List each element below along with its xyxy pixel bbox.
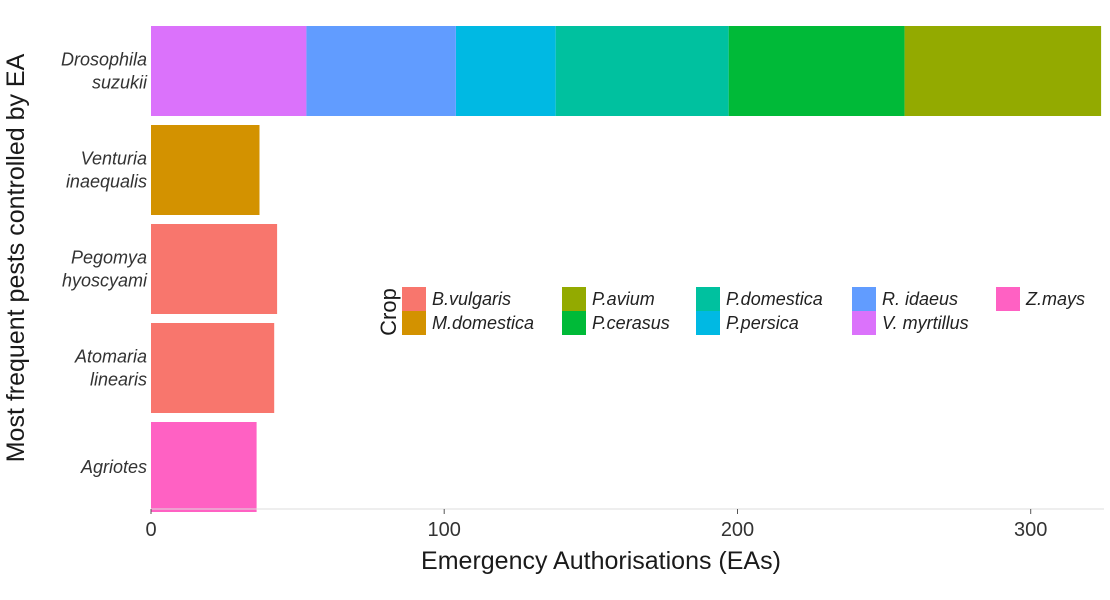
bar-segment-r-idaeus-row-0 <box>306 26 456 116</box>
legend-swatch-p-avium <box>562 287 586 311</box>
legend-label: P.cerasus <box>592 313 670 333</box>
legend-swatch-p-persica <box>696 311 720 335</box>
legend-label: P.avium <box>592 289 655 309</box>
bar-segment-b-vulgaris-row-2 <box>151 224 278 314</box>
x-tick-label: 200 <box>721 519 754 541</box>
legend-label: B.vulgaris <box>432 289 511 309</box>
x-axis-title: Emergency Authorisations (EAs) <box>421 547 781 575</box>
legend-label: V. myrtillus <box>882 313 969 333</box>
x-axis: 0 100 200 300 <box>145 508 1104 541</box>
bar-segment-p-domestica-row-0 <box>555 26 729 116</box>
legend-label: R. idaeus <box>882 289 958 309</box>
y-tick-label: Drosophila <box>61 50 147 70</box>
bar-segment-p-cerasus-row-0 <box>728 26 905 116</box>
bars-layer <box>151 26 1102 512</box>
x-tick-label: 0 <box>145 519 156 541</box>
legend-swatch-m-domestica <box>402 311 426 335</box>
legend-swatch-v-myrtillus <box>852 311 876 335</box>
legend: Crop B.vulgaris M.domestica P.avium P.ceras… <box>376 287 1085 336</box>
bar-segment-p-persica-row-0 <box>456 26 556 116</box>
y-tick-label: Pegomya <box>71 248 147 268</box>
y-tick-label: linearis <box>90 370 147 390</box>
legend-label: Z.mays <box>1025 289 1085 309</box>
bar-segment-z-mays-row-4 <box>151 422 257 512</box>
legend-swatch-z-mays <box>996 287 1020 311</box>
legend-label: P.domestica <box>726 289 823 309</box>
legend-label: P.persica <box>726 313 799 333</box>
legend-swatch-p-cerasus <box>562 311 586 335</box>
legend-swatch-p-domestica <box>696 287 720 311</box>
bar-segment-b-vulgaris-row-3 <box>151 323 275 413</box>
legend-title: Crop <box>376 288 401 336</box>
x-tick-label: 100 <box>428 519 461 541</box>
bar-segment-v-myrtillus-row-0 <box>151 26 307 116</box>
y-tick-label: Agriotes <box>80 457 147 477</box>
y-tick-label: Venturia <box>81 149 147 169</box>
y-tick-label: Atomaria <box>74 347 147 367</box>
y-tick-label: inaequalis <box>66 172 147 192</box>
legend-swatch-b-vulgaris <box>402 287 426 311</box>
bar-segment-m-domestica-row-1 <box>151 125 260 215</box>
bar-segment-p-avium-row-0 <box>904 26 1102 116</box>
y-tick-label: hyoscyami <box>62 271 148 291</box>
x-tick-label: 300 <box>1014 519 1047 541</box>
legend-label: M.domestica <box>432 313 534 333</box>
y-tick-label: suzukii <box>92 73 148 93</box>
y-category-labels: Drosophila suzukii Venturia inaequalis Pegom… <box>61 50 148 478</box>
y-axis-title: Most frequent pests controlled by EA <box>2 53 30 462</box>
legend-swatch-r-idaeus <box>852 287 876 311</box>
